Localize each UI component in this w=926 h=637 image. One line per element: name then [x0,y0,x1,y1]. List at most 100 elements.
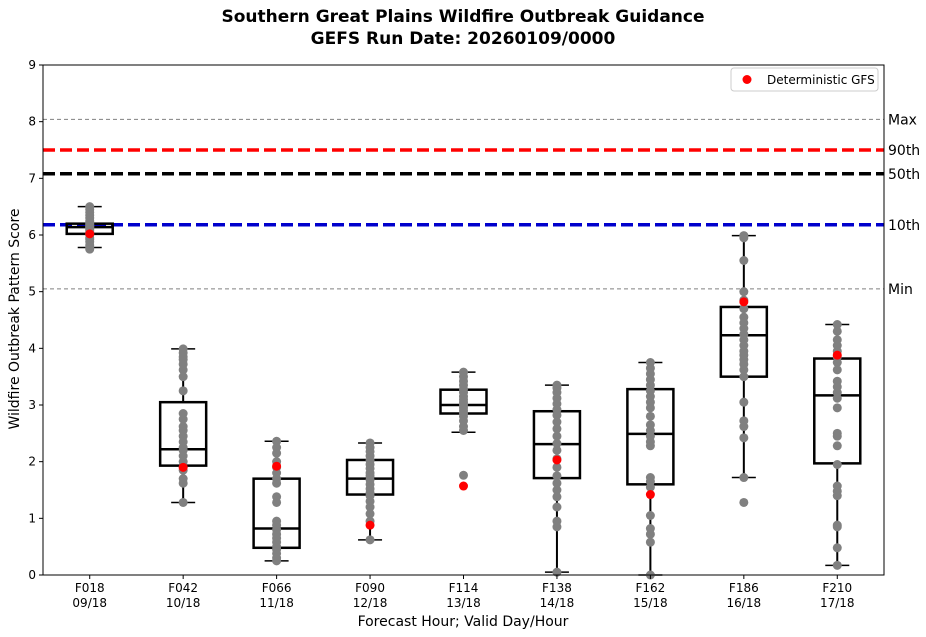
member-point [832,376,842,386]
member-point [552,417,562,427]
reference-lines: Max 90th 50th 10th Min [43,112,920,298]
member-point [459,470,468,480]
member-point [739,304,749,314]
box-plots [65,202,862,580]
y-tick-label: 5 [28,285,36,299]
member-point [552,439,562,449]
member-point [178,422,188,432]
member-point [272,436,282,446]
member-point [739,287,749,297]
member-point [365,509,375,519]
member-point [272,492,282,502]
member-point [645,420,655,430]
member-point [645,411,655,421]
x-tick-label-valid: 17/18 [820,596,855,610]
y-tick-label: 8 [28,115,36,129]
x-tick-label-hour: F066 [262,581,292,595]
x-tick-label-valid: 16/18 [727,596,762,610]
legend: Deterministic GFS [730,67,879,92]
member-point [552,502,562,512]
member-point [552,492,562,502]
member-point [645,473,655,483]
reference-label-min: Min [888,282,913,298]
member-point [739,256,749,265]
x-tick-label-hour: F018 [75,581,105,595]
legend-marker-gfs [742,75,752,84]
x-tick-label-valid: 15/18 [633,596,668,610]
y-axis-label: Wildfire Outbreak Pattern Score [7,208,23,429]
box-group-f210 [813,320,862,570]
reference-label-50th: 50th [888,167,920,183]
member-point [552,431,562,441]
member-point [832,441,842,451]
x-tick-label-hour: F186 [729,581,759,595]
gfs-point [645,490,655,500]
member-point [832,403,842,413]
member-point [178,344,188,354]
member-point [832,365,842,375]
member-point [552,485,562,495]
x-tick-label-valid: 11/18 [259,596,294,610]
member-point [178,386,188,396]
x-tick-label-valid: 12/18 [353,596,388,610]
x-axis-label: Forecast Hour; Valid Day/Hour [358,614,569,630]
box-group-f162 [626,358,675,580]
gfs-point [832,350,842,360]
reference-label-90th: 90th [888,143,920,159]
member-point [365,438,375,448]
member-point [739,372,749,382]
member-point [645,524,655,534]
member-point [739,497,749,507]
member-point [739,397,749,407]
x-tick-label-hour: F042 [168,581,198,595]
member-point [832,335,842,345]
member-point [832,320,842,330]
member-point [832,560,842,570]
y-tick-label: 2 [28,455,36,469]
gfs-point [272,461,282,471]
box-group-f186 [719,231,769,507]
member-point [552,380,562,390]
box-group-f018 [65,202,114,254]
box-group-f090 [345,438,395,545]
member-point [552,478,562,488]
y-tick-label: 0 [28,568,36,582]
x-tick-label-valid: 10/18 [166,596,201,610]
member-point [365,535,375,545]
member-point [832,520,842,530]
y-tick-label: 9 [28,58,36,72]
y-tick-label: 7 [28,171,36,185]
y-tick-label: 4 [28,341,36,355]
reference-label-max: Max [888,112,917,128]
x-tick-label-valid: 13/18 [446,596,481,610]
reference-label-10th: 10th [888,218,920,234]
member-point [459,367,468,377]
box-group-f138 [532,380,582,577]
member-point [552,471,562,481]
member-point [739,473,749,483]
legend-label-gfs: Deterministic GFS [767,73,875,87]
y-tick-label: 3 [28,398,36,412]
x-tick-label-valid: 14/18 [540,596,575,610]
chart-title: Southern Great Plains Wildfire Outbreak … [222,7,705,27]
member-point [739,312,749,322]
member-point [832,481,842,491]
y-tick-label: 1 [28,511,36,525]
gfs-point [552,455,562,465]
member-point [739,433,749,443]
legend-frame [730,67,879,92]
x-tick-label-hour: F114 [449,581,479,595]
member-point [832,543,842,553]
member-point [552,424,562,434]
member-point [645,511,655,520]
member-point [645,358,655,367]
member-point [645,537,655,547]
member-point [832,428,842,438]
member-point [178,372,188,382]
box-group-f114 [439,367,488,491]
box-group-f066 [252,436,301,566]
x-tick-label-hour: F210 [822,581,852,595]
gfs-point [459,481,468,491]
